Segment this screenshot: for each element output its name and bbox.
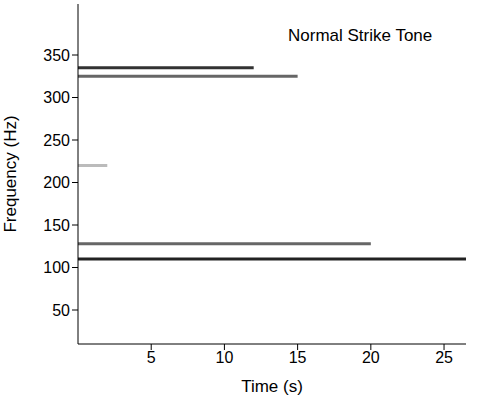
svg-text:25: 25	[435, 349, 453, 366]
svg-text:250: 250	[43, 132, 70, 149]
svg-text:15: 15	[289, 349, 307, 366]
svg-text:Time (s): Time (s)	[241, 377, 303, 396]
svg-text:100: 100	[43, 259, 70, 276]
html-text:Normal Strike Tone: Normal Strike Tone	[288, 26, 433, 45]
svg-text:300: 300	[43, 89, 70, 106]
svg-text:150: 150	[43, 217, 70, 234]
svg-text:Frequency (Hz): Frequency (Hz)	[1, 115, 20, 232]
svg-text:5: 5	[147, 349, 156, 366]
svg-text:200: 200	[43, 174, 70, 191]
svg-text:50: 50	[52, 302, 70, 319]
svg-text:350: 350	[43, 47, 70, 64]
svg-text:20: 20	[362, 349, 380, 366]
svg-text:10: 10	[216, 349, 234, 366]
